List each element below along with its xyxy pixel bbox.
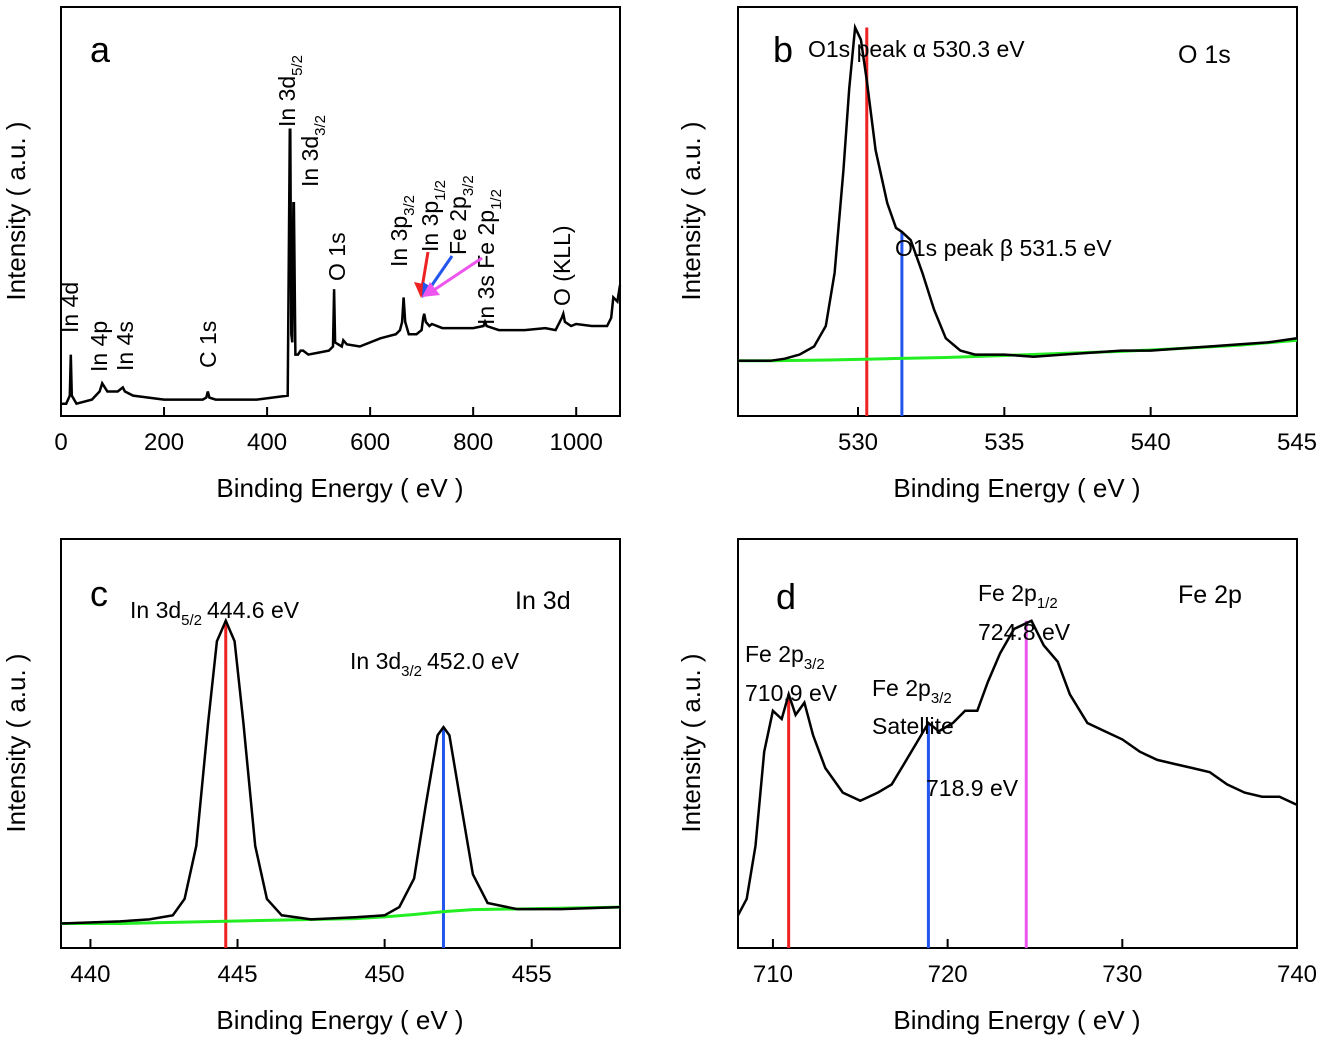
peak-alpha-label: O1s peak α 530.3 eV [808, 36, 1025, 62]
peak-label-in-4s: In 4s [112, 321, 138, 371]
y-axis-title: Intensity ( a.u. ) [676, 653, 706, 832]
panel-letter: c [90, 573, 108, 614]
x-ticks: 0 200 400 600 800 1000 [54, 407, 603, 456]
x-tick-label: 200 [144, 429, 184, 456]
panel-title: In 3d [515, 587, 571, 615]
panel-a-survey: 0 200 400 600 800 1000 a Binding Energy ( eV … [1, 6, 622, 503]
plot-frame [737, 6, 1298, 417]
x-tick-label: 400 [247, 429, 287, 456]
fe2p32-satellite-label: Fe 2p3/2 [872, 675, 952, 707]
fe2p32-label: Fe 2p3/2 [745, 641, 825, 673]
x-tick-label: 0 [54, 429, 67, 456]
peak-label-c-1s: C 1s [195, 321, 221, 368]
background-fit-line [738, 338, 1298, 363]
y-axis-title: Intensity ( a.u. ) [1, 653, 31, 832]
in3d-spectrum-line [60, 617, 621, 925]
peak-label-in-3p32: In 3p3/2 [386, 195, 418, 267]
peak-label-in-4p: In 4p [86, 321, 112, 372]
peak-markers [787, 620, 1028, 948]
x-ticks: 530 535 540 545 [838, 407, 1317, 456]
x-tick-label: 445 [218, 961, 258, 988]
panel-letter: d [776, 576, 796, 617]
x-axis-title: Binding Energy ( eV ) [216, 1005, 463, 1035]
peak-beta-label: O1s peak β 531.5 eV [895, 235, 1112, 261]
fe2p32-satellite-value: 718.9 eV [926, 775, 1019, 801]
y-axis-title: Intensity ( a.u. ) [1, 121, 31, 300]
in3d52-label: In 3d5/2 444.6 eV [130, 597, 300, 629]
panel-letter: a [90, 29, 111, 70]
x-tick-label: 600 [350, 429, 390, 456]
x-tick-label: 455 [512, 961, 552, 988]
peak-label-in-3s-fe-2p12: In 3s Fe 2p1/2 [473, 189, 505, 325]
plot-frame [60, 538, 621, 949]
peak-label-o-1s: O 1s [324, 232, 350, 281]
plot-frame [60, 6, 621, 417]
x-tick-label: 800 [453, 429, 493, 456]
peak-label-in-4d: In 4d [57, 282, 83, 333]
panel-letter: b [773, 29, 793, 70]
x-tick-label: 450 [365, 961, 405, 988]
fe2p12-label: Fe 2p1/2 [978, 580, 1058, 612]
x-tick-label: 440 [70, 961, 110, 988]
x-tick-label: 545 [1277, 429, 1317, 456]
peak-label-in-3d52: In 3d5/2 [274, 55, 306, 127]
x-tick-label: 535 [984, 429, 1024, 456]
fe2p-spectrum-line [736, 619, 1298, 916]
panel-b-o1s: 530 535 540 545 b O 1s O1s peak α 530.3 eV … [676, 6, 1317, 503]
x-axis-title: Binding Energy ( eV ) [216, 473, 463, 503]
fe2p12-value: 724.8 eV [978, 619, 1071, 645]
fe2p32-value: 710.9 eV [745, 680, 838, 706]
peak-label-o-kll: O (KLL) [549, 225, 575, 306]
panel-c-in3d: 440 445 450 455 c In 3d In 3d5/2 444.6 eV In… [1, 538, 621, 1035]
x-axis-title: Binding Energy ( eV ) [893, 473, 1140, 503]
peak-markers [865, 27, 904, 416]
peak-label-fe-2p32: Fe 2p3/2 [445, 175, 477, 255]
peak-label-in-3p12: In 3p1/2 [417, 180, 449, 252]
x-tick-label: 1000 [550, 429, 603, 456]
fe2p32-satellite-word: Satellite [872, 713, 954, 739]
x-tick-label: 530 [838, 429, 878, 456]
x-tick-label: 710 [753, 961, 793, 988]
panel-title: O 1s [1178, 41, 1231, 69]
arrow-fe-2p12 [422, 256, 483, 297]
x-tick-label: 720 [928, 961, 968, 988]
peak-label-in-3d32: In 3d3/2 [297, 115, 329, 187]
in3d32-label: In 3d3/2 452.0 eV [350, 648, 520, 680]
background-fit-line [61, 905, 621, 925]
x-axis-title: Binding Energy ( eV ) [893, 1005, 1140, 1035]
survey-spectrum-line [61, 128, 622, 406]
o1s-spectrum-line [738, 22, 1298, 363]
x-tick-label: 730 [1102, 961, 1142, 988]
x-ticks: 710 720 730 740 [753, 939, 1317, 988]
panel-d-fe2p: 710 720 730 740 d Fe 2p Fe 2p3/2 710.9 eV F… [676, 538, 1317, 1035]
x-tick-label: 540 [1131, 429, 1171, 456]
plot-frame [737, 538, 1298, 949]
x-ticks: 440 445 450 455 [70, 939, 552, 988]
y-axis-title: Intensity ( a.u. ) [676, 121, 706, 300]
panel-title: Fe 2p [1178, 581, 1242, 609]
x-tick-label: 740 [1277, 961, 1317, 988]
